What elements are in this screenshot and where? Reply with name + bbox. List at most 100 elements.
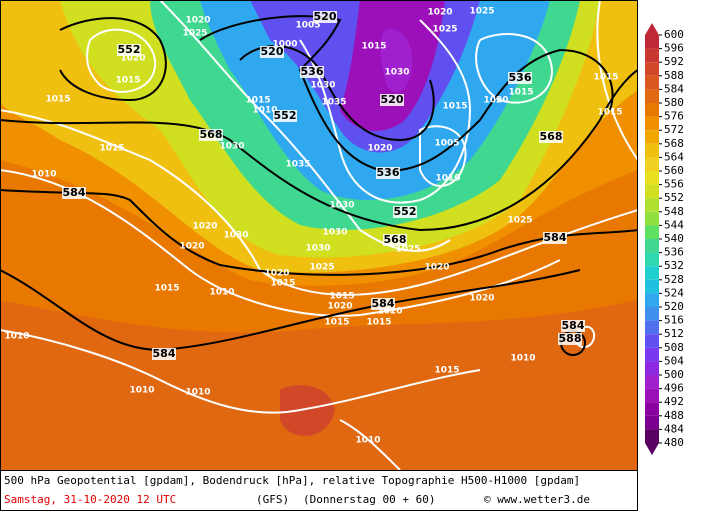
- colorbar-tick-label: 540: [664, 232, 684, 245]
- pressure-label: 1030: [223, 231, 248, 241]
- geopotential-label-bg: [508, 72, 532, 84]
- geopotential-label: 536: [301, 65, 324, 78]
- colorbar-swatch: [645, 266, 659, 280]
- colorbar-swatch: [645, 320, 659, 335]
- map-labels: 1020102510051000102010151015101510101030…: [4, 7, 622, 446]
- colorbar-swatch: [645, 103, 659, 117]
- geopotential-label: 552: [394, 205, 417, 218]
- pressure-label: 1015: [597, 108, 622, 118]
- warm-zone: [0, 300, 638, 470]
- pressure-label: 1005: [434, 139, 459, 149]
- colorbar-bottom-arrow: [645, 443, 659, 455]
- pressure-label: 1015: [154, 284, 179, 294]
- colorbar-tick-label: 544: [664, 218, 684, 231]
- colorbar-tick-label: 524: [664, 286, 684, 299]
- geopotential-label-bg: [543, 232, 567, 244]
- colorbar-swatch: [645, 375, 659, 389]
- geopotential-label-bg: [371, 298, 395, 310]
- colorbar-tick-label: 568: [664, 137, 684, 150]
- geopotential-label-bg: [383, 234, 407, 246]
- pressure-label: 1020: [192, 222, 217, 232]
- pressure-label: 1025: [432, 25, 457, 35]
- pressure-label: 1035: [321, 98, 346, 108]
- pressure-label: 1020: [264, 269, 289, 279]
- pressure-label: 1015: [115, 76, 140, 86]
- pressure-label: 1025: [469, 7, 494, 17]
- colorbar-swatch: [645, 75, 659, 90]
- pressure-label: 1015: [593, 73, 618, 83]
- colorbar-swatch: [645, 252, 659, 267]
- pressure-label: 1025: [507, 216, 532, 226]
- colorbar-tick-label: 528: [664, 273, 684, 286]
- colorbar-tick-label: 516: [664, 314, 684, 327]
- geopotential-label: 584: [544, 231, 567, 244]
- pressure-label: 1015: [329, 292, 354, 302]
- pressure-label: 1020: [427, 8, 452, 18]
- colorbar-swatch: [645, 402, 659, 416]
- isobars: [0, 0, 638, 470]
- pressure-label: 1010: [252, 106, 277, 116]
- colorbar-swatch: [645, 239, 659, 253]
- colorbar-swatch: [645, 48, 659, 63]
- colorbar-swatch: [645, 415, 659, 430]
- colorbar-tick-label: 580: [664, 96, 684, 109]
- pressure-label: 1015: [508, 88, 533, 98]
- pressure-label: 1015: [361, 42, 386, 52]
- pressure-label: 1010: [4, 332, 29, 342]
- footer-model: (GFS): [256, 493, 289, 506]
- geopotential-label: 584: [562, 319, 585, 332]
- colorbar-tick-label: 520: [664, 300, 684, 313]
- geopotential-label-bg: [539, 131, 563, 143]
- colorbar-tick-label: 480: [664, 436, 684, 449]
- footer-box: [0, 470, 638, 511]
- geopotential-label: 568: [200, 128, 223, 141]
- colorbar-tick-label: 600: [664, 28, 684, 41]
- geopotential-label-bg: [558, 333, 582, 345]
- geopotential-label-bg: [152, 348, 176, 360]
- colorbar-tick-label: 512: [664, 327, 684, 340]
- colorbar-tick-label: 584: [664, 82, 684, 95]
- colorbar-swatch: [645, 143, 659, 158]
- geopotential-label-bg: [62, 187, 86, 199]
- colorbar-tick-label: 532: [664, 259, 684, 272]
- colorbar-swatch: [645, 307, 659, 321]
- colorbar-tick-label: 536: [664, 246, 684, 259]
- colorbar-tick-label: 504: [664, 354, 684, 367]
- colorbar-swatch: [645, 89, 659, 103]
- pressure-label: 1015: [270, 279, 295, 289]
- geopotential-label: 588: [559, 332, 582, 345]
- colorbar-swatch: [645, 293, 659, 307]
- geopotential-label: 584: [372, 297, 395, 310]
- colorbar-tick-label: 592: [664, 55, 684, 68]
- pressure-label: 1020: [367, 144, 392, 154]
- geopotential-label: 584: [153, 347, 176, 360]
- pressure-label: 1020: [469, 294, 494, 304]
- colorbar-swatch: [645, 361, 659, 375]
- colorbar-tick-label: 596: [664, 42, 684, 55]
- colorbar-swatch: [645, 62, 659, 76]
- colorbar-tick-label: 560: [664, 164, 684, 177]
- pressure-label: 1030: [310, 81, 335, 91]
- colorbar-swatch: [645, 429, 659, 443]
- purple-core: [380, 29, 413, 93]
- pressure-label: 1020: [120, 54, 145, 64]
- colorbar-tick-label: 576: [664, 110, 684, 123]
- geopotential-label-bg: [260, 46, 284, 58]
- hot-spot: [280, 385, 335, 437]
- pressure-label: 1015: [434, 366, 459, 376]
- colorbar-swatch: [645, 35, 659, 49]
- geopotential-label: 568: [540, 130, 563, 143]
- pressure-label: 1015: [245, 96, 270, 106]
- geopotential-label-bg: [376, 167, 400, 179]
- geopotential-label: 520: [381, 93, 404, 106]
- pressure-label: 1010: [209, 288, 234, 298]
- colorbar-swatch: [645, 279, 659, 294]
- pressure-label: 1010: [355, 436, 380, 446]
- pressure-label: 1010: [129, 386, 154, 396]
- pressure-label: 1010: [185, 388, 210, 398]
- pressure-label: 1015: [99, 144, 124, 154]
- pressure-label: 1025: [182, 29, 207, 39]
- pressure-label: 1020: [185, 16, 210, 26]
- colorbar-swatch: [645, 130, 659, 144]
